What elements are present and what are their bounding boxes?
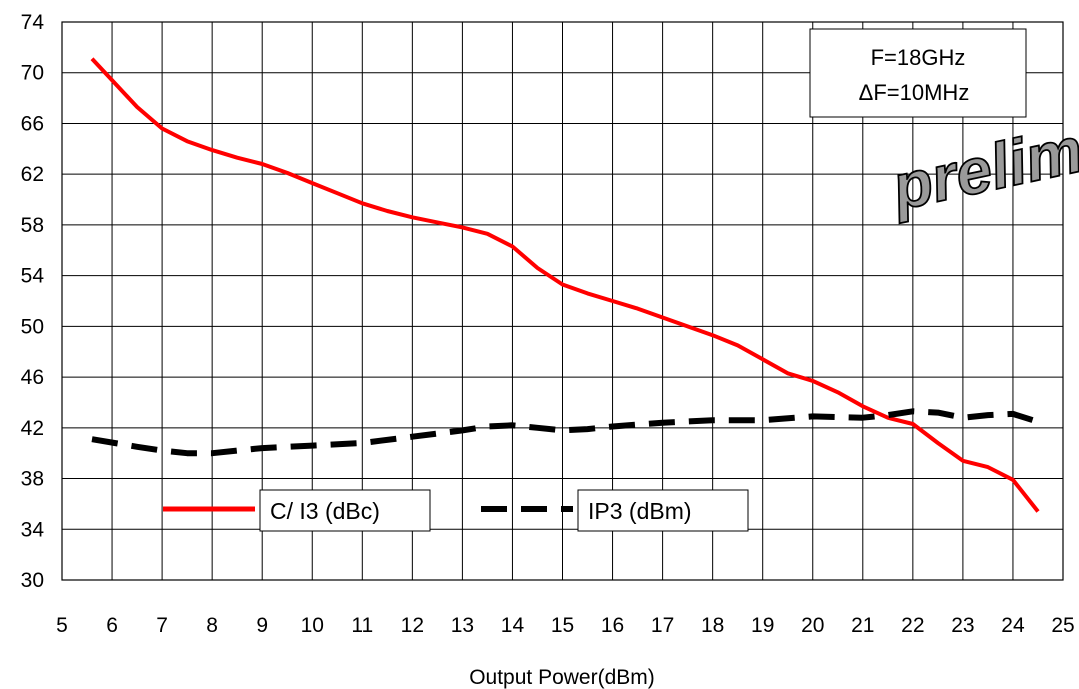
x-axis-label: Output Power(dBm) xyxy=(469,666,655,689)
x-tick-label: 14 xyxy=(501,614,525,637)
x-tick-label: 16 xyxy=(601,614,624,637)
x-tick-label: 25 xyxy=(1051,614,1074,637)
y-axis-ticks: 30 34 38 42 46 50 54 58 62 66 70 74 xyxy=(21,11,45,592)
legend-label-ip3: IP3 (dBm) xyxy=(588,498,692,524)
legend-item-box-c-i3 xyxy=(259,489,431,532)
x-tick-label: 17 xyxy=(651,614,674,637)
y-tick-label: 66 xyxy=(21,112,44,135)
x-tick-label: 6 xyxy=(106,614,118,637)
x-tick-label: 8 xyxy=(206,614,218,637)
x-tick-label: 22 xyxy=(901,614,924,637)
x-tick-label: 10 xyxy=(301,614,324,637)
x-tick-label: 20 xyxy=(801,614,824,637)
x-tick-label: 24 xyxy=(1001,614,1025,637)
annotation-tone-spacing: ΔF=10MHz xyxy=(859,80,970,105)
y-tick-label: 58 xyxy=(21,214,44,237)
x-tick-label: 21 xyxy=(851,614,874,637)
legend-label-c-i3: C/ I3 (dBc) xyxy=(270,498,380,524)
y-tick-label: 62 xyxy=(21,163,44,186)
x-tick-label: 18 xyxy=(701,614,724,637)
series-line-c-i3 xyxy=(90,57,1040,513)
x-tick-label: 12 xyxy=(401,614,424,637)
x-tick-label: 7 xyxy=(156,614,168,637)
condition-annotation-box: F=18GHz ΔF=10MHz xyxy=(809,28,1027,118)
y-tick-label: 74 xyxy=(21,11,45,34)
y-tick-label: 50 xyxy=(21,315,44,338)
series-line-ip3 xyxy=(91,408,1034,457)
y-tick-label: 30 xyxy=(21,569,44,592)
y-tick-label: 38 xyxy=(21,468,44,491)
x-tick-label: 11 xyxy=(351,614,373,637)
plot-frame xyxy=(61,21,1064,581)
x-tick-label: 5 xyxy=(56,614,68,637)
y-tick-label: 42 xyxy=(21,417,44,440)
x-axis-ticks: 5 6 7 8 9 10 11 12 13 14 15 16 17 18 19 20 21 22 23 24 25 xyxy=(56,614,1075,637)
x-tick-label: 19 xyxy=(751,614,774,637)
y-tick-label: 34 xyxy=(21,518,45,541)
y-tick-label: 46 xyxy=(21,366,44,389)
x-tick-label: 15 xyxy=(551,614,574,637)
annotation-frame xyxy=(809,28,1027,118)
series-lines xyxy=(90,57,1040,513)
x-tick-label: 23 xyxy=(951,614,974,637)
y-tick-label: 70 xyxy=(21,62,44,85)
x-tick-label: 13 xyxy=(451,614,474,637)
annotation-frequency: F=18GHz xyxy=(871,45,966,70)
x-tick-label: 9 xyxy=(256,614,268,637)
legend: C/ I3 (dBc) IP3 (dBm) xyxy=(163,489,749,532)
y-tick-label: 54 xyxy=(21,265,45,288)
legend-item-box-ip3 xyxy=(577,489,749,532)
